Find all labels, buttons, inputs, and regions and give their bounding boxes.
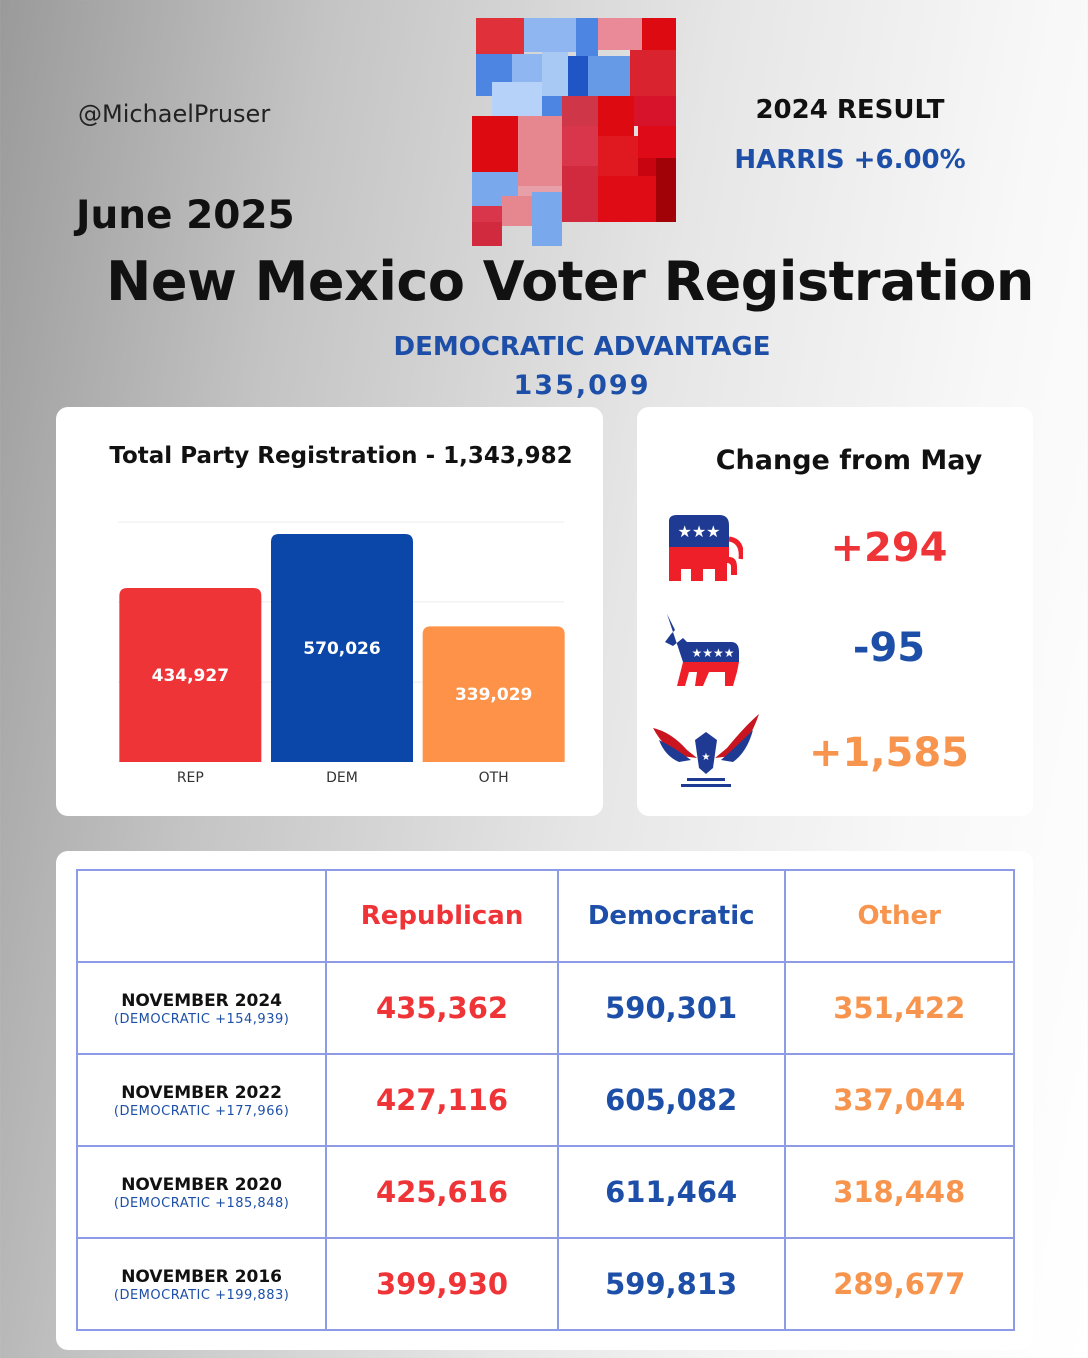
democratic-donkey-icon: ★★★★ xyxy=(665,614,739,686)
bar-chart: 434,927 REP 570,026 DEM 339,029 OTH xyxy=(118,521,565,786)
x-tick-label: REP xyxy=(177,770,204,786)
change-value-other: +1,585 xyxy=(808,730,970,776)
advantage-value: 135,099 xyxy=(513,370,651,401)
change-value-republican: +294 xyxy=(830,525,948,571)
other-cell: 289,677 xyxy=(783,1237,1016,1331)
svg-text:★★★★: ★★★★ xyxy=(691,646,734,660)
other-cell: 318,448 xyxy=(783,1145,1016,1239)
row-sublabel: (DEMOCRATIC +177,966) xyxy=(113,1103,290,1119)
data-label: 570,026 xyxy=(303,639,380,659)
data-label: 339,029 xyxy=(455,685,532,705)
row-label: NOVEMBER 2016 xyxy=(121,1266,283,1287)
author-handle: @MichaelPruser xyxy=(78,100,271,128)
democratic-cell: 590,301 xyxy=(556,961,786,1055)
row-label: NOVEMBER 2020 xyxy=(121,1174,283,1195)
row-label-cell: NOVEMBER 2024 (DEMOCRATIC +154,939) xyxy=(75,961,328,1055)
data-label: 434,927 xyxy=(152,666,229,686)
democratic-cell: 611,464 xyxy=(556,1145,786,1239)
change-card: Change from May ★★★ +294 ★★★★ -95 ★ +1,5… xyxy=(637,407,1033,816)
svg-text:★★★: ★★★ xyxy=(677,522,720,541)
row-label-cell: NOVEMBER 2020 (DEMOCRATIC +185,848) xyxy=(75,1145,328,1239)
eagle-icon: ★ xyxy=(653,714,759,787)
democratic-cell: 599,813 xyxy=(556,1237,786,1331)
bar-dem xyxy=(271,533,413,762)
result-value: HARRIS +6.00% xyxy=(734,145,966,175)
result-title: 2024 RESULT xyxy=(755,95,945,125)
change-value-democratic: -95 xyxy=(852,625,926,671)
republican-cell: 399,930 xyxy=(325,1237,559,1331)
other-cell: 351,422 xyxy=(783,961,1016,1055)
history-table: Republican Democratic Other NOVEMBER 202… xyxy=(75,869,1016,1331)
table-header-democratic: Democratic xyxy=(556,869,786,963)
date-label: June 2025 xyxy=(76,193,295,238)
svg-text:★: ★ xyxy=(702,752,711,763)
table-header-empty xyxy=(75,869,328,963)
new-mexico-county-map xyxy=(472,18,676,246)
table-header-row: Republican Democratic Other xyxy=(75,869,1016,963)
history-table-card: Republican Democratic Other NOVEMBER 202… xyxy=(56,851,1033,1350)
republican-cell: 425,616 xyxy=(325,1145,559,1239)
table-row: NOVEMBER 2016 (DEMOCRATIC +199,883) 399,… xyxy=(75,1237,1016,1331)
chart-title: Total Party Registration - 1,343,982 xyxy=(109,443,573,469)
advantage-label: DEMOCRATIC ADVANTAGE xyxy=(393,332,771,362)
other-cell: 337,044 xyxy=(783,1053,1016,1147)
x-tick-label: OTH xyxy=(479,770,509,786)
row-label-cell: NOVEMBER 2022 (DEMOCRATIC +177,966) xyxy=(75,1053,328,1147)
table-row: NOVEMBER 2020 (DEMOCRATIC +185,848) 425,… xyxy=(75,1145,1016,1239)
row-sublabel: (DEMOCRATIC +154,939) xyxy=(113,1011,290,1027)
bar-oth xyxy=(422,626,565,762)
change-title: Change from May xyxy=(715,445,983,476)
bar-chart-card: Total Party Registration - 1,343,982 434… xyxy=(56,407,603,816)
table-header-republican: Republican xyxy=(325,869,559,963)
table-row: NOVEMBER 2024 (DEMOCRATIC +154,939) 435,… xyxy=(75,961,1016,1055)
row-label: NOVEMBER 2022 xyxy=(121,1082,283,1103)
x-tick-label: DEM xyxy=(326,770,358,786)
row-sublabel: (DEMOCRATIC +185,848) xyxy=(113,1195,290,1211)
row-sublabel: (DEMOCRATIC +199,883) xyxy=(113,1287,290,1303)
republican-cell: 435,362 xyxy=(325,961,559,1055)
bar-rep xyxy=(119,588,262,762)
page-title: New Mexico Voter Registration xyxy=(106,250,1034,313)
republican-elephant-icon: ★★★ xyxy=(669,515,743,581)
table-header-other: Other xyxy=(783,869,1016,963)
republican-cell: 427,116 xyxy=(325,1053,559,1147)
row-label: NOVEMBER 2024 xyxy=(121,990,283,1011)
democratic-cell: 605,082 xyxy=(556,1053,786,1147)
table-row: NOVEMBER 2022 (DEMOCRATIC +177,966) 427,… xyxy=(75,1053,1016,1147)
row-label-cell: NOVEMBER 2016 (DEMOCRATIC +199,883) xyxy=(75,1237,328,1331)
